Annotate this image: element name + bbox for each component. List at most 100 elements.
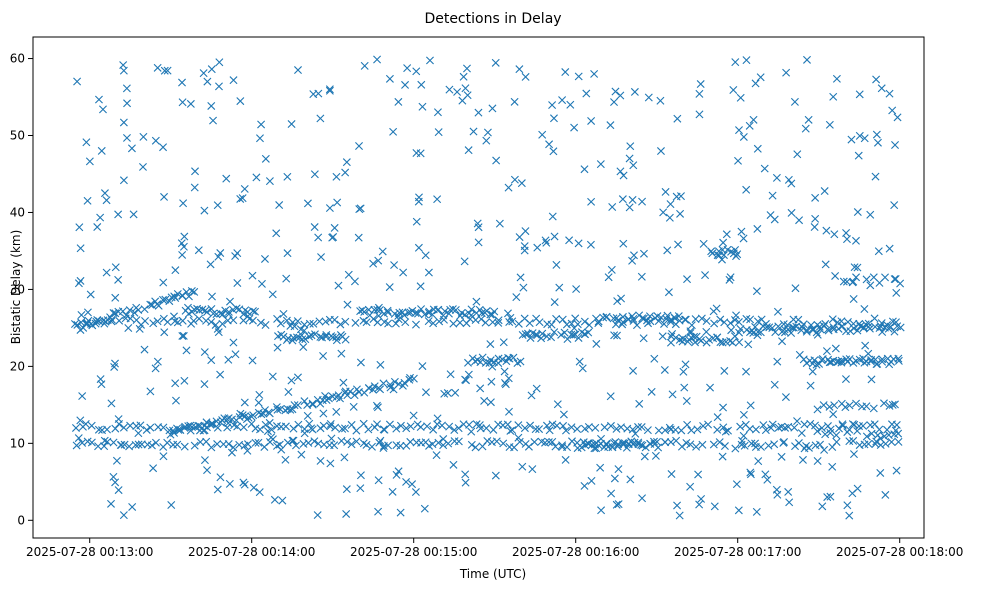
detection-marker — [379, 444, 388, 453]
detection-marker — [337, 349, 346, 358]
detection-marker — [843, 428, 852, 437]
detection-marker — [359, 419, 368, 428]
detection-marker — [686, 482, 695, 491]
detection-marker — [114, 415, 123, 424]
detection-marker — [656, 96, 665, 105]
detection-marker — [374, 476, 383, 485]
detection-marker — [332, 407, 341, 416]
detection-marker — [342, 485, 351, 494]
detection-marker — [894, 429, 903, 438]
detection-marker — [289, 436, 298, 445]
detection-marker — [610, 98, 619, 107]
detection-marker — [548, 437, 557, 446]
detection-marker — [163, 66, 172, 75]
detection-marker — [742, 367, 751, 376]
detection-marker — [483, 436, 492, 445]
detection-marker — [273, 314, 282, 323]
y-tick-label: 0 — [17, 513, 25, 527]
detection-marker — [584, 423, 593, 431]
detection-marker — [114, 210, 123, 219]
detection-marker — [518, 330, 527, 339]
detection-marker — [202, 316, 211, 325]
detection-marker — [763, 475, 772, 484]
detection-marker — [631, 429, 640, 438]
detection-marker — [98, 105, 107, 114]
detection-marker — [753, 331, 762, 340]
detection-marker — [864, 319, 873, 328]
detection-marker — [552, 421, 561, 430]
detection-marker — [477, 309, 486, 318]
detection-marker — [851, 236, 860, 245]
detection-marker — [719, 251, 728, 260]
detection-marker — [310, 170, 319, 179]
detection-marker — [790, 423, 799, 432]
detection-marker — [542, 238, 551, 247]
detection-marker — [268, 435, 277, 444]
detection-marker — [521, 330, 530, 339]
detection-marker — [505, 407, 513, 416]
detection-marker — [369, 259, 378, 268]
detection-marker — [249, 411, 258, 420]
detection-marker — [773, 307, 782, 316]
detection-marker — [359, 439, 368, 448]
detection-marker — [411, 488, 420, 497]
detection-marker — [628, 256, 637, 265]
detection-marker — [120, 440, 129, 449]
detection-marker — [339, 378, 348, 387]
detection-marker — [417, 305, 426, 314]
detection-marker — [813, 405, 822, 414]
detection-marker — [179, 199, 188, 208]
detection-marker — [887, 438, 896, 446]
detection-marker — [247, 419, 256, 428]
detection-marker — [390, 261, 399, 270]
detection-marker — [140, 305, 149, 314]
detection-marker — [871, 172, 880, 181]
detection-marker — [84, 316, 93, 325]
detection-marker — [782, 68, 791, 77]
detection-marker — [823, 493, 832, 502]
detection-marker — [412, 217, 421, 226]
detection-marker — [865, 324, 874, 333]
detection-marker — [229, 76, 238, 85]
x-tick-label: 2025-07-28 00:16:00 — [512, 545, 639, 559]
detection-marker — [482, 424, 491, 433]
detection-marker — [535, 318, 544, 327]
detection-marker — [630, 438, 639, 447]
detection-marker — [268, 372, 277, 381]
detection-marker — [415, 193, 423, 202]
detection-marker — [773, 357, 782, 366]
detection-marker — [425, 441, 434, 450]
detection-marker — [433, 195, 442, 204]
detection-marker — [630, 87, 639, 96]
detection-marker — [244, 440, 252, 449]
detection-marker — [535, 425, 544, 434]
detection-marker — [571, 314, 580, 323]
detection-marker — [492, 437, 501, 446]
detection-marker — [273, 405, 282, 414]
detection-marker — [821, 260, 830, 269]
detection-marker — [240, 398, 249, 407]
detection-marker — [352, 437, 361, 446]
detection-marker — [277, 445, 286, 454]
detection-marker — [839, 277, 848, 286]
detection-marker — [555, 283, 564, 292]
detection-marker — [200, 206, 209, 215]
detection-marker — [766, 211, 775, 220]
detection-marker — [171, 293, 180, 302]
detection-marker — [565, 236, 574, 245]
detection-marker — [666, 200, 675, 209]
detection-marker — [254, 408, 263, 417]
detection-marker — [115, 316, 124, 325]
detection-marker — [668, 390, 677, 399]
detection-marker — [224, 307, 233, 316]
detection-marker — [437, 421, 446, 430]
detection-marker — [184, 292, 193, 301]
detection-marker — [613, 442, 622, 451]
detection-marker — [550, 328, 559, 337]
detection-marker — [715, 438, 724, 447]
detection-marker — [699, 421, 708, 430]
detection-marker — [734, 156, 743, 165]
detection-marker — [541, 236, 550, 245]
detection-marker — [570, 324, 579, 333]
detection-marker — [109, 472, 118, 481]
